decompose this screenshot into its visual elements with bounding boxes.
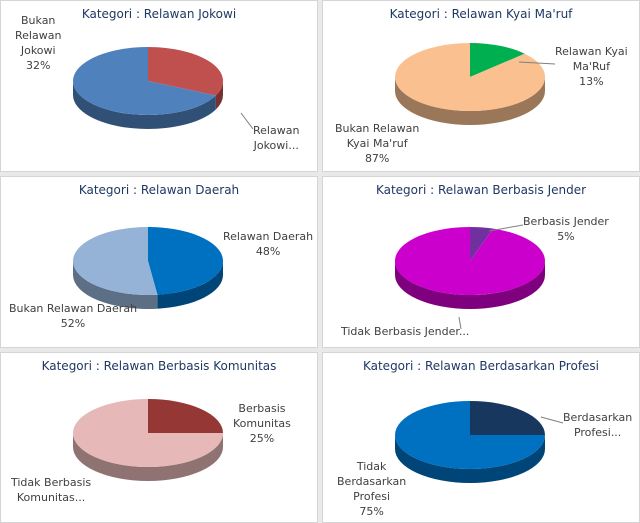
chart-panel-relawan-berdasarkan-profesi: Kategori : Relawan Berdasarkan Profesi B…: [322, 352, 640, 523]
chart-title: Kategori : Relawan Berbasis Jender: [375, 183, 587, 197]
pie-slice: [73, 47, 216, 115]
pie-chart: [395, 43, 556, 125]
chart-panel-relawan-kyai-maruf: Kategori : Relawan Kyai Ma'ruf Relawan K…: [322, 0, 640, 172]
slice-label-bukan-relawan-jokowi: Bukan Relawan Jokowi 32%: [15, 14, 62, 72]
pie-slice-side: [73, 261, 158, 309]
chart-panel-relawan-berbasis-jender: Kategori : Relawan Berbasis Jender Berba…: [322, 176, 640, 348]
slice-label-tidak-berdasarkan-profesi: Tidak Berdasarkan Profesi 75%: [337, 460, 407, 518]
pie-slice-side: [395, 435, 545, 483]
pie-slice: [148, 47, 223, 96]
pie-slice-side: [157, 261, 223, 309]
pie-slice-side: [215, 81, 223, 110]
slice-label-berbasis-komunitas: Berbasis Komunitas 25%: [233, 402, 291, 445]
slice-label-relawan-jokowi: Relawan Jokowi...: [253, 124, 300, 152]
chart-panel-relawan-jokowi: Kategori : Relawan Jokowi Bukan Relawan …: [0, 0, 318, 172]
leader-line: [518, 61, 556, 65]
slice-label-relawan-kyai-maruf: Relawan Kyai Ma'Ruf 13%: [555, 45, 628, 88]
pie-chart: [395, 401, 564, 483]
pie-slice: [470, 227, 494, 261]
chart-title: Kategori : Relawan Berbasis Komunitas: [41, 359, 277, 373]
pie-chart: [73, 227, 224, 309]
chart-title: Kategori : Relawan Daerah: [78, 183, 240, 197]
pie-slice-side: [73, 433, 223, 481]
chart-panel-relawan-berbasis-komunitas: Kategori : Relawan Berbasis Komunitas Be…: [0, 352, 318, 523]
chart-title: Kategori : Relawan Jokowi: [81, 7, 237, 21]
pie-slice: [395, 227, 545, 295]
pie-chart: [73, 47, 254, 130]
pie-chart: [395, 224, 545, 330]
pie-slice: [470, 43, 525, 77]
pie-slice: [470, 401, 545, 435]
chart-title: Kategori : Relawan Berdasarkan Profesi: [362, 359, 600, 373]
leader-line: [240, 112, 254, 130]
pie-chart: [73, 399, 223, 481]
pie-slice-side: [395, 261, 545, 309]
pie-slice-side: [395, 77, 545, 125]
pie-slice: [73, 227, 158, 295]
pie-slice: [73, 399, 223, 467]
chart-panel-relawan-daerah: Kategori : Relawan Daerah Relawan Daerah…: [0, 176, 318, 348]
leader-line: [540, 416, 564, 424]
pie-slice: [395, 43, 545, 112]
slice-label-berdasarkan-profesi: Berdasarkan Profesi...: [563, 411, 633, 439]
pie-slice-side: [73, 81, 216, 129]
slice-label-berbasis-jender: Berbasis Jender 5%: [523, 215, 609, 243]
slice-label-bukan-relawan-kyai-maruf: Bukan Relawan Kyai Ma'ruf 87%: [335, 122, 420, 165]
leader-line: [458, 316, 462, 330]
slice-label-relawan-daerah: Relawan Daerah 48%: [223, 230, 314, 258]
slice-label-tidak-berbasis-jender: Tidak Berbasis Jender...: [341, 325, 470, 338]
pie-slice: [148, 399, 223, 433]
chart-title: Kategori : Relawan Kyai Ma'ruf: [389, 7, 573, 21]
slice-label-bukan-relawan-daerah: Bukan Relawan Daerah 52%: [9, 302, 138, 330]
leader-line: [488, 224, 524, 232]
pie-slice: [148, 227, 224, 295]
slice-label-tidak-berbasis-komunitas: Tidak Berbasis Komunitas...: [11, 476, 92, 504]
pie-slice: [395, 401, 545, 469]
